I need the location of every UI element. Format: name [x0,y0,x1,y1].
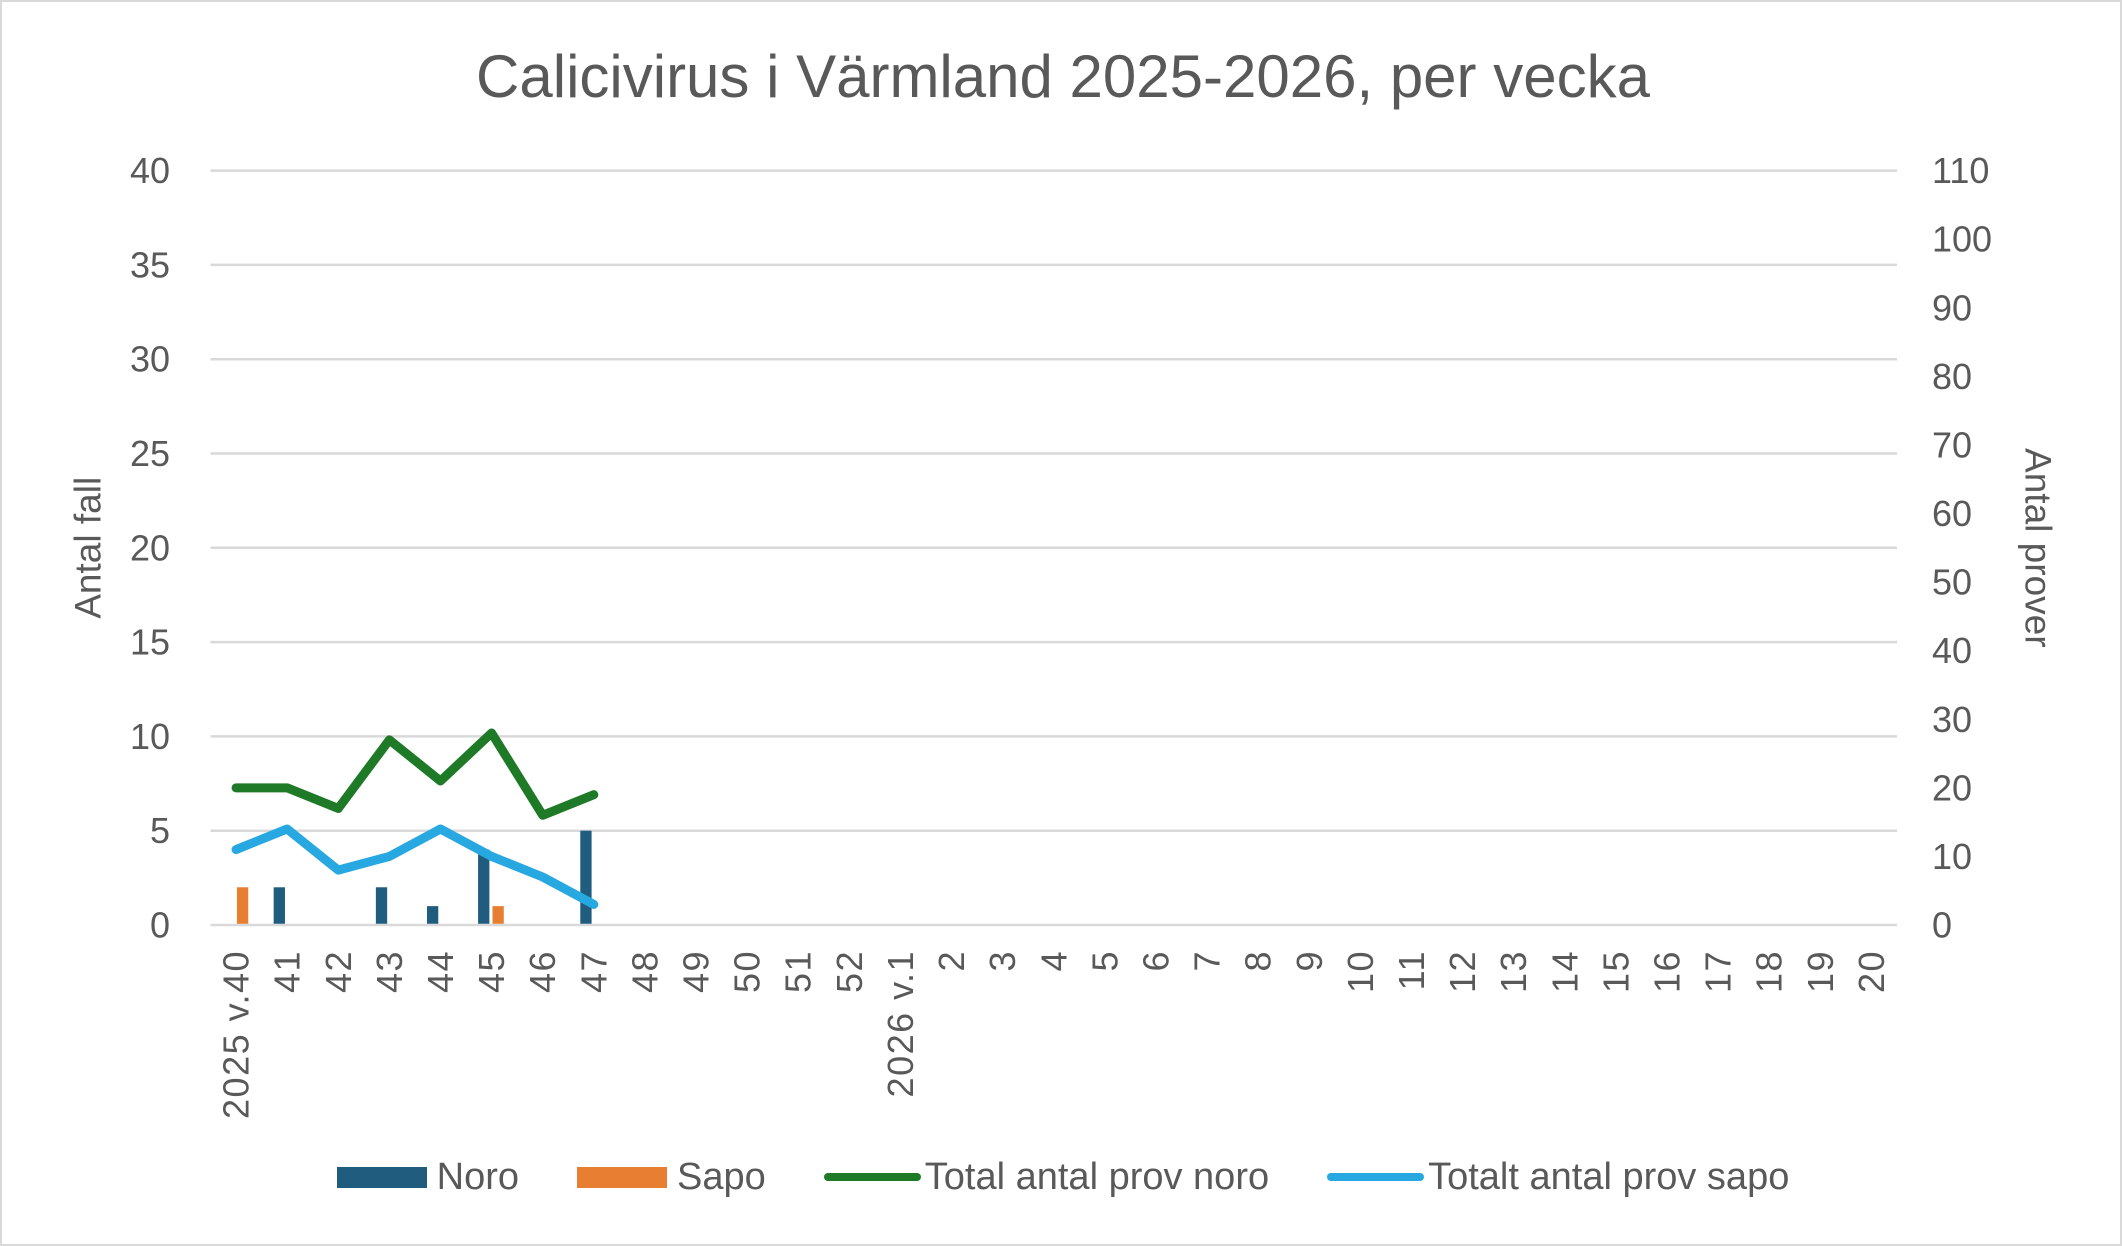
bar-sapo [236,887,249,924]
x-axis-tick-label: 9 [1289,950,1330,972]
legend: Noro Sapo Total antal prov noro Totalt a… [2,1156,2120,1198]
right-axis-tick-label: 80 [1932,356,1972,397]
x-axis-tick-label: 3 [982,950,1023,972]
x-axis-tick-label: 2026 v.1 [880,950,921,1097]
x-axis-tick-label: 46 [522,950,563,993]
legend-swatch-noro [336,1166,427,1188]
x-axis-tick-label: 6 [1135,950,1176,972]
x-axis-tick-label: 49 [676,950,717,993]
legend-swatch-sapo [577,1166,668,1188]
x-axis-tick-label: 10 [1340,950,1381,993]
x-axis-tick-label: 17 [1698,950,1739,993]
legend-item-sapo: Sapo [577,1158,766,1196]
bar-noro [426,906,439,924]
x-axis-tick-label: 42 [318,950,359,993]
x-axis-tick-label: 45 [471,950,512,993]
legend-item-prov-sapo: Totalt antal prov sapo [1327,1158,1789,1196]
right-axis-tick-label: 40 [1932,630,1972,671]
legend-item-noro: Noro [336,1156,520,1198]
x-axis-tick-label: 5 [1084,950,1125,972]
x-axis-tick-label: 2 [931,950,972,972]
x-axis-tick-label: 8 [1238,950,1279,972]
x-axis-tick-label: 12 [1442,950,1483,993]
right-axis-tick-label: 60 [1932,493,1972,534]
x-axis-tick-label: 16 [1647,950,1688,993]
right-axis-tick-label: 100 [1932,219,1992,260]
x-axis-tick-label: 20 [1851,950,1892,993]
right-axis-tick-label: 0 [1932,905,1952,946]
x-axis-tick-label: 47 [573,950,614,993]
line-totalt-antal-prov-sapo [231,824,599,909]
x-axis-tick-label: 18 [1749,950,1790,993]
x-axis-tick-label: 14 [1544,950,1585,993]
x-axis-tick-label: 50 [727,950,768,993]
right-axis-tick-label: 10 [1932,836,1972,877]
bar-sapo [492,906,504,924]
x-axis-tick-label: 4 [1033,950,1074,972]
left-axis-tick-label: 0 [150,905,170,946]
bar-noro [478,849,490,924]
legend-label-prov-sapo: Totalt antal prov sapo [1428,1156,1790,1198]
left-axis-tick-label: 35 [130,244,170,285]
x-axis-tick-label: 11 [1391,950,1432,990]
left-axis-tick-label: 20 [130,527,170,568]
left-axis-title: Antal fall [68,477,109,619]
bar-noro [375,887,388,924]
x-axis-tick-label: 7 [1187,950,1228,972]
x-axis-tick-label: 2025 v.40 [216,950,257,1119]
left-axis-tick-label: 15 [130,622,170,663]
x-axis-tick-label: 43 [369,950,410,993]
x-axis-tick-label: 44 [420,950,461,993]
x-axis-tick-label: 19 [1800,950,1841,993]
x-axis-tick-label: 15 [1595,950,1636,993]
left-axis-tick-label: 30 [130,339,170,380]
right-axis-tick-label: 20 [1932,767,1972,808]
x-axis-tick-label: 48 [624,950,665,993]
legend-item-prov-noro: Total antal prov noro [823,1156,1270,1198]
legend-label-noro: Noro [436,1156,520,1198]
left-axis-tick-label: 5 [150,810,170,851]
line-total-antal-prov-noro [231,728,599,820]
right-axis-tick-label: 50 [1932,562,1972,603]
bar-noro [580,830,592,924]
x-axis-tick-label: 41 [267,950,308,993]
right-axis-tick-label: 70 [1932,424,1972,465]
right-axis-tick-label: 90 [1932,287,1972,328]
bar-noro [273,887,285,924]
legend-swatch-prov-noro [823,1173,921,1181]
left-axis-tick-label: 10 [130,716,170,757]
legend-label-prov-noro: Total antal prov noro [924,1156,1270,1198]
chart-title: Calicivirus i Värmland 2025-2026, per ve… [476,43,1650,110]
right-axis-title: Antal prover [2018,448,2059,648]
left-axis-tick-label: 40 [130,150,170,191]
left-axis-tick-label: 25 [130,433,170,474]
right-axis-tick-label: 30 [1932,699,1972,740]
legend-swatch-prov-sapo [1327,1173,1425,1181]
right-axis-tick-label: 110 [1932,150,1989,191]
legend-label-sapo: Sapo [677,1156,766,1198]
x-axis-tick-label: 13 [1493,950,1534,993]
x-axis-tick-label: 51 [778,950,819,993]
x-axis-tick-label: 52 [829,950,870,993]
